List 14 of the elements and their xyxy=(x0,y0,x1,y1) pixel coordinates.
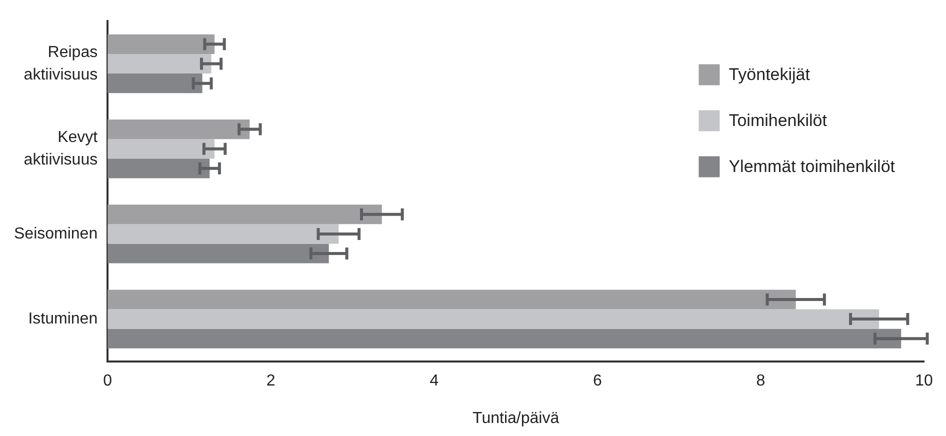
legend-label: Ylemmät toimihenkilöt xyxy=(728,156,896,176)
y-tick-label: Istuminen xyxy=(28,310,98,328)
legend-label: Työntekijät xyxy=(728,64,810,84)
x-tick-label: 10 xyxy=(915,372,933,390)
x-tick-label: 8 xyxy=(756,372,766,390)
x-tick-label: 4 xyxy=(430,372,439,390)
legend-label: Toimihenkilöt xyxy=(728,110,828,130)
x-tick-label: 6 xyxy=(592,372,602,390)
x-tick-label: 0 xyxy=(103,372,112,390)
y-tick-label: Reipas aktiivisuus xyxy=(24,44,98,84)
y-tick-label: Kevyt aktiivisuus xyxy=(24,129,98,168)
x-tick-label: 2 xyxy=(266,372,276,390)
x-axis-title: Tuntia/päivä xyxy=(472,410,560,427)
y-tick-label: Seisominen xyxy=(14,225,98,242)
